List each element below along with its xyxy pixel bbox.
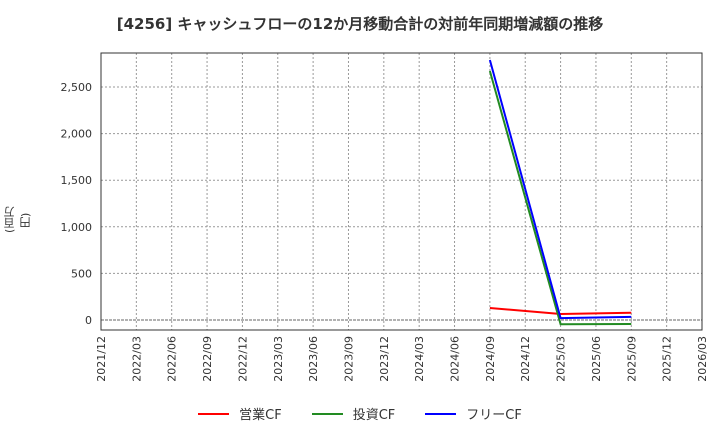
legend-item-operating-cf: 営業CF xyxy=(198,404,282,423)
series-line-営業CF xyxy=(489,306,632,316)
series-line-フリーCF xyxy=(488,59,632,320)
x-tick-label: 2023/03 xyxy=(272,336,285,382)
x-tick-label: 2023/09 xyxy=(342,336,355,382)
legend-swatch-red xyxy=(198,412,230,415)
y-axis-ticks: 0 500 1,000 1,500 2,000 2,500 xyxy=(61,81,93,327)
legend-label: 投資CF xyxy=(352,408,396,423)
y-tick-label: 2,500 xyxy=(61,81,93,94)
y-tick-label: 1,500 xyxy=(61,174,93,187)
x-tick-label: 2023/12 xyxy=(378,336,391,382)
x-axis-ticks: 2021/12 2022/03 2022/06 2022/09 2022/12 2023/… xyxy=(95,336,709,382)
legend: 営業CF 投資CF フリーCF xyxy=(0,404,720,423)
x-tick-label: 2022/09 xyxy=(201,336,214,382)
x-tick-label: 2025/06 xyxy=(590,336,603,382)
plot-frame xyxy=(100,52,703,331)
x-tick-label: 2022/03 xyxy=(130,336,143,382)
x-tick-label: 2023/06 xyxy=(307,336,320,382)
x-tick-label: 2025/09 xyxy=(625,336,638,382)
legend-label: 営業CF xyxy=(239,408,282,423)
x-tick-label: 2022/06 xyxy=(166,336,179,382)
legend-swatch-green xyxy=(311,412,343,415)
chart-title: [4256] キャッシュフローの12か月移動合計の対前年同期増減額の推移 xyxy=(116,15,604,33)
legend-item-free-cf: フリーCF xyxy=(425,404,522,423)
x-tick-label: 2024/12 xyxy=(519,336,532,382)
x-tick-label: 2025/12 xyxy=(661,336,674,382)
legend-swatch-blue xyxy=(425,412,457,415)
x-tick-label: 2021/12 xyxy=(95,336,108,382)
series-lines xyxy=(488,59,632,326)
y-tick-label: 0 xyxy=(85,314,92,327)
x-tick-label: 2025/03 xyxy=(555,336,568,382)
series-line-投資CF xyxy=(488,70,632,326)
gridlines xyxy=(101,53,702,330)
legend-item-investing-cf: 投資CF xyxy=(311,404,396,423)
legend-label: フリーCF xyxy=(466,408,522,423)
x-tick-label: 2026/03 xyxy=(696,336,709,382)
x-tick-label: 2022/12 xyxy=(236,336,249,382)
y-tick-label: 2,000 xyxy=(61,128,93,141)
x-tick-label: 2024/06 xyxy=(449,336,462,382)
x-tick-label: 2024/03 xyxy=(413,336,426,382)
y-tick-label: 1,000 xyxy=(61,221,93,234)
x-tick-label: 2024/09 xyxy=(484,336,497,382)
y-tick-label: 500 xyxy=(71,267,92,280)
